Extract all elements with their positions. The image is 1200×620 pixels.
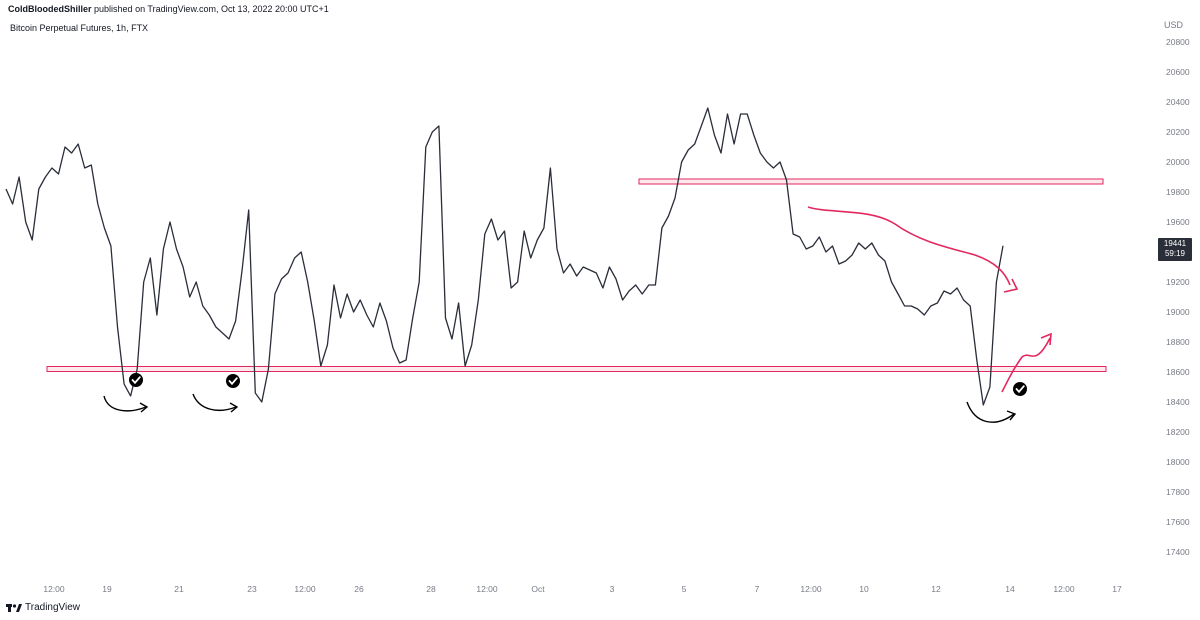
- x-tick-label: 19: [102, 584, 112, 594]
- y-tick-label: 19600: [1166, 217, 1190, 227]
- y-tick-label: 18400: [1166, 397, 1190, 407]
- bounce-arrow-1: [103, 395, 147, 412]
- check-icon-mark: [1015, 385, 1025, 394]
- x-tick-label: Oct: [531, 584, 545, 594]
- currency-label: USD: [1164, 20, 1184, 30]
- x-tick-label: 21: [174, 584, 184, 594]
- tradingview-logo-icon: [6, 603, 22, 612]
- countdown-value: 59:19: [1164, 249, 1186, 258]
- footer-brand[interactable]: TradingView: [6, 602, 80, 613]
- author-name[interactable]: ColdBloodedShiller: [8, 4, 92, 14]
- x-tick-label: 17: [1112, 584, 1122, 594]
- last-price-value: 19441: [1163, 239, 1187, 248]
- bounce-arrow-2-head: [229, 402, 239, 413]
- up-arrowhead: [1040, 332, 1052, 346]
- resistance-zone: [638, 178, 1104, 185]
- y-tick-label: 17800: [1166, 487, 1190, 497]
- published-text: published on TradingView.com, Oct 13, 20…: [94, 4, 329, 14]
- y-tick-label: 20400: [1166, 97, 1190, 107]
- y-tick-label: 18800: [1166, 337, 1190, 347]
- x-tick-label: 26: [354, 584, 364, 594]
- check-icon-mark: [131, 376, 141, 385]
- x-axis: 12:00 19 21 23 12:00 26 28 12:00 Oct 3 5 7 12:00 10 12…: [43, 584, 1122, 594]
- last-price-tag: 19441 59:19: [1158, 238, 1192, 261]
- check-icon: [226, 374, 240, 388]
- x-tick-label: 12: [931, 584, 941, 594]
- check-icon: [129, 373, 143, 387]
- price-series-line: [5, 107, 1004, 406]
- x-tick-label: 3: [610, 584, 615, 594]
- footer-brand-label: TradingView: [25, 602, 81, 613]
- x-tick-label: 12:00: [294, 584, 316, 594]
- down-arrowhead: [1003, 278, 1019, 293]
- bounce-arrow-3: [966, 401, 1015, 423]
- y-tick-label: 17400: [1166, 547, 1190, 557]
- bounce-arrow-2: [192, 393, 237, 411]
- symbol-title: Bitcoin Perpetual Futures, 1h, FTX: [10, 23, 149, 33]
- x-tick-label: 28: [426, 584, 436, 594]
- y-tick-label: 19200: [1166, 277, 1190, 287]
- x-tick-label: 23: [247, 584, 257, 594]
- check-icon: [1013, 382, 1027, 396]
- x-tick-label: 10: [859, 584, 869, 594]
- down-trend-arrow: [807, 206, 1011, 286]
- up-trend-arrow: [1001, 337, 1051, 393]
- x-tick-label: 5: [682, 584, 687, 594]
- y-tick-label: 20200: [1166, 127, 1190, 137]
- bounce-arrow-3-head: [1006, 410, 1017, 421]
- y-tick-label: 18600: [1166, 367, 1190, 377]
- support-zone: [46, 366, 1107, 372]
- annotations-layer: [103, 206, 1052, 423]
- y-tick-label: 18200: [1166, 427, 1190, 437]
- y-axis: 17400 17600 17800 18000 18200 18400 18600 18800…: [1166, 37, 1190, 557]
- x-tick-label: 12:00: [1053, 584, 1075, 594]
- y-tick-label: 20800: [1166, 37, 1190, 47]
- y-tick-label: 19000: [1166, 307, 1190, 317]
- y-tick-label: 20600: [1166, 67, 1190, 77]
- check-icon-mark: [228, 377, 238, 386]
- bounce-arrow-1-head: [139, 402, 149, 413]
- series-layer: [5, 107, 1004, 406]
- x-tick-label: 7: [755, 584, 760, 594]
- x-tick-label: 12:00: [43, 584, 65, 594]
- x-tick-label: 12:00: [476, 584, 498, 594]
- y-tick-label: 17600: [1166, 517, 1190, 527]
- y-tick-label: 19800: [1166, 187, 1190, 197]
- zones-layer: [46, 178, 1107, 372]
- publish-header: ColdBloodedShiller published on TradingV…: [8, 4, 329, 14]
- y-tick-label: 18000: [1166, 457, 1190, 467]
- y-tick-label: 20000: [1166, 157, 1190, 167]
- x-tick-label: 14: [1005, 584, 1015, 594]
- x-tick-label: 12:00: [800, 584, 822, 594]
